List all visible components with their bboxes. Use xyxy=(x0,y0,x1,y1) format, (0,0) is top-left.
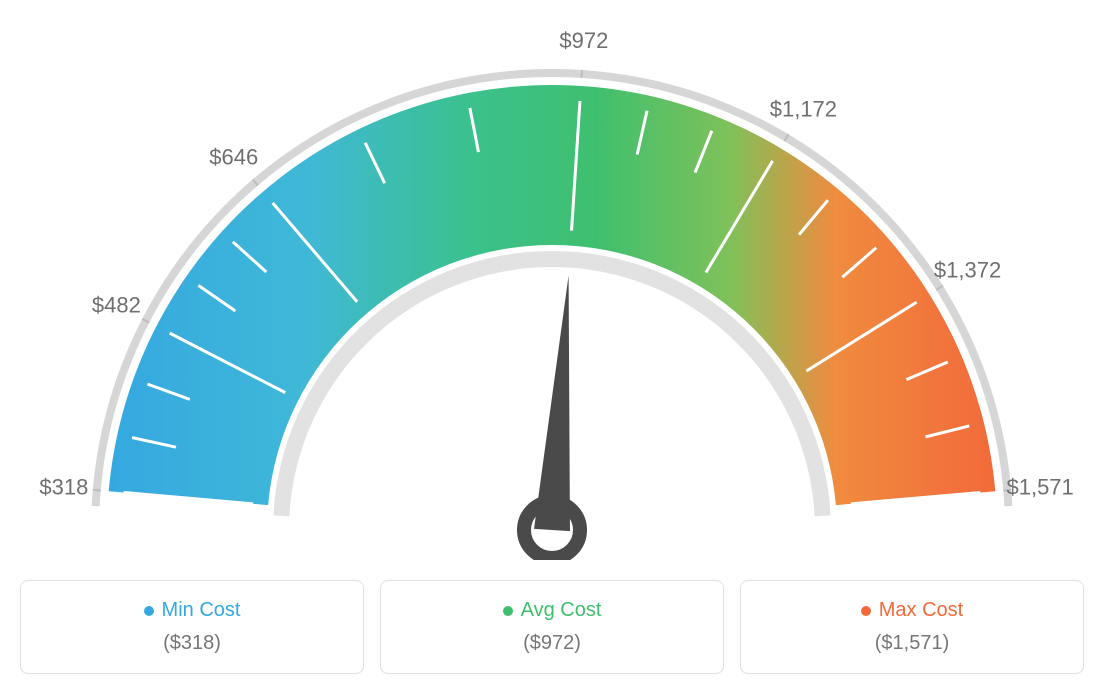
svg-text:$1,372: $1,372 xyxy=(934,257,1001,282)
gauge-chart: $318 $482 $646 $972 $1,172 $1,372 $1,571 xyxy=(20,20,1084,560)
legend-card-avg: Avg Cost ($972) xyxy=(380,580,724,674)
legend-dot-min xyxy=(144,606,154,616)
legend-row: Min Cost ($318) Avg Cost ($972) Max Cost… xyxy=(20,580,1084,674)
legend-dot-max xyxy=(861,606,871,616)
legend-title-avg: Avg Cost xyxy=(391,599,713,622)
legend-label-max: Max Cost xyxy=(879,599,963,622)
svg-text:$482: $482 xyxy=(92,293,141,318)
legend-value-max: ($1,571) xyxy=(751,632,1073,655)
legend-card-max: Max Cost ($1,571) xyxy=(740,580,1084,674)
legend-dot-avg xyxy=(503,606,513,616)
svg-text:$646: $646 xyxy=(209,144,258,169)
svg-text:$318: $318 xyxy=(39,474,88,499)
legend-value-avg: ($972) xyxy=(391,632,713,655)
svg-text:$972: $972 xyxy=(559,28,608,53)
legend-title-max: Max Cost xyxy=(751,599,1073,622)
legend-title-min: Min Cost xyxy=(31,599,353,622)
svg-text:$1,172: $1,172 xyxy=(770,96,837,121)
legend-label-min: Min Cost xyxy=(162,599,241,622)
gauge-container: $318 $482 $646 $972 $1,172 $1,372 $1,571 xyxy=(20,20,1084,560)
legend-value-min: ($318) xyxy=(31,632,353,655)
svg-text:$1,571: $1,571 xyxy=(1006,474,1073,499)
legend-card-min: Min Cost ($318) xyxy=(20,580,364,674)
legend-label-avg: Avg Cost xyxy=(521,599,602,622)
